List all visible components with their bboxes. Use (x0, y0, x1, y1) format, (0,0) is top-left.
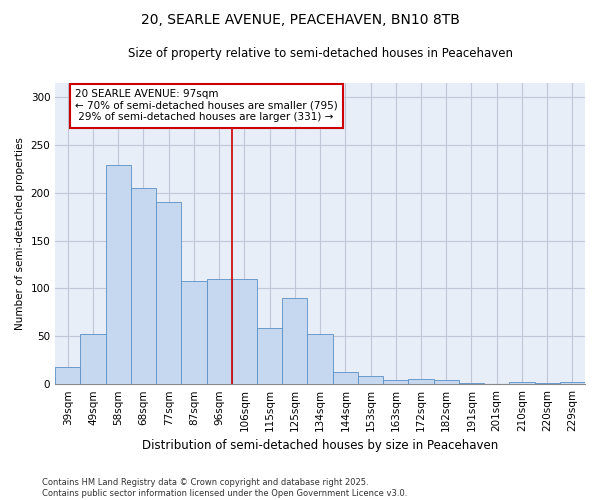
Bar (332, 372, 358, 384)
Bar (383, 380, 409, 384)
Bar (206, 279, 232, 384)
Bar (358, 376, 383, 384)
Bar (232, 279, 257, 384)
Bar (409, 380, 434, 384)
X-axis label: Distribution of semi-detached houses by size in Peacehaven: Distribution of semi-detached houses by … (142, 440, 498, 452)
Bar (181, 280, 206, 384)
Bar (257, 328, 282, 384)
Text: 20 SEARLE AVENUE: 97sqm
← 70% of semi-detached houses are smaller (795)
 29% of : 20 SEARLE AVENUE: 97sqm ← 70% of semi-de… (76, 89, 338, 122)
Bar (560, 382, 585, 384)
Bar (131, 188, 156, 384)
Bar (156, 202, 181, 384)
Bar (509, 382, 535, 384)
Bar (106, 165, 131, 384)
Bar (55, 367, 80, 384)
Bar (307, 334, 332, 384)
Bar (535, 383, 560, 384)
Bar (434, 380, 459, 384)
Bar (459, 383, 484, 384)
Text: 20, SEARLE AVENUE, PEACEHAVEN, BN10 8TB: 20, SEARLE AVENUE, PEACEHAVEN, BN10 8TB (140, 12, 460, 26)
Title: Size of property relative to semi-detached houses in Peacehaven: Size of property relative to semi-detach… (128, 48, 512, 60)
Y-axis label: Number of semi-detached properties: Number of semi-detached properties (15, 137, 25, 330)
Bar (80, 334, 106, 384)
Bar (282, 298, 307, 384)
Text: Contains HM Land Registry data © Crown copyright and database right 2025.
Contai: Contains HM Land Registry data © Crown c… (42, 478, 407, 498)
